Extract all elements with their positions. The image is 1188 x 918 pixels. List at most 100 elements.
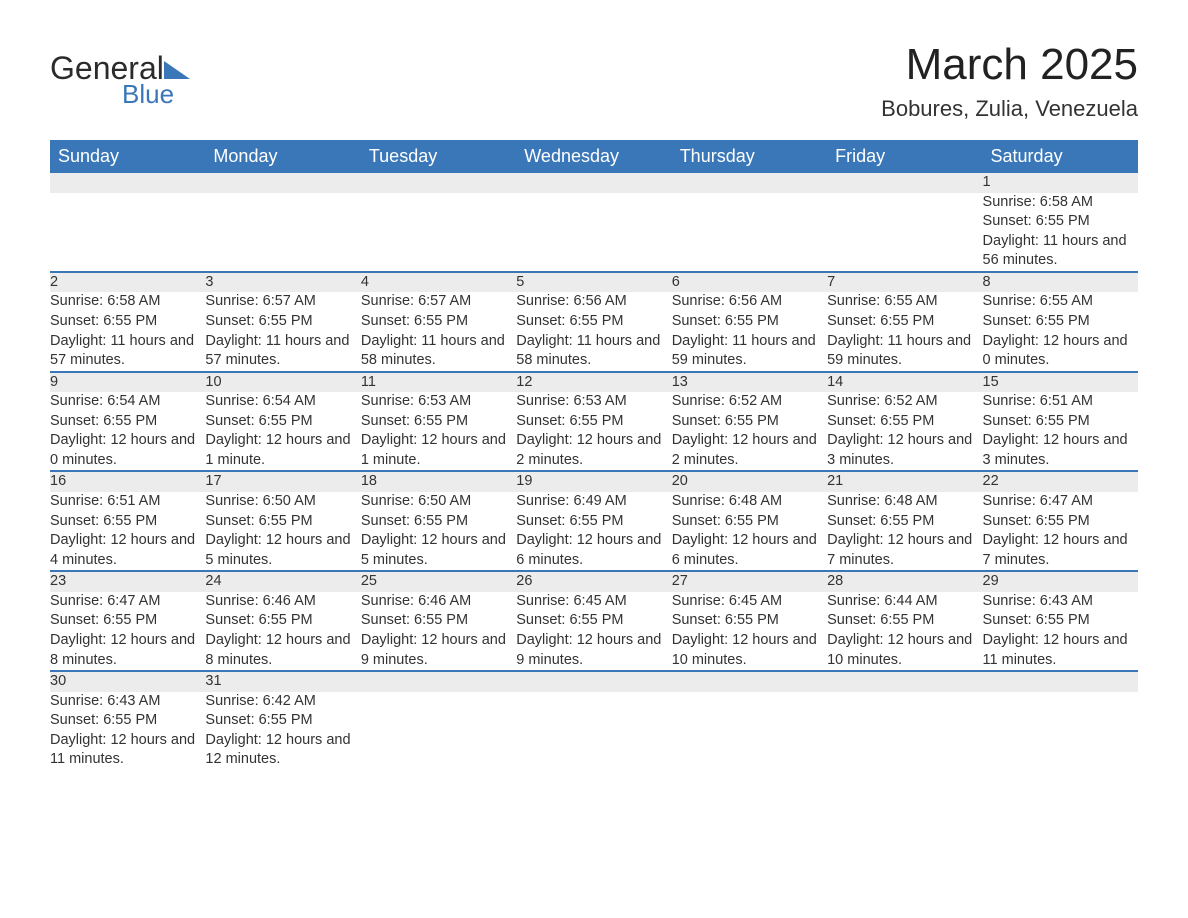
day-number [672,173,827,193]
day-cell-line: Sunrise: 6:45 AM [672,592,827,612]
calendar-table: Sunday Monday Tuesday Wednesday Thursday… [50,140,1138,770]
day-cell: Sunrise: 6:58 AMSunset: 6:55 PMDaylight:… [983,193,1138,272]
day-cell-line: Sunrise: 6:50 AM [205,492,360,512]
day-cell-line: Sunset: 6:55 PM [516,512,671,532]
day-cell-line: Daylight: 12 hours and 3 minutes. [983,431,1138,470]
day-cell-line: Sunrise: 6:52 AM [827,392,982,412]
day-cell-line: Daylight: 12 hours and 11 minutes. [50,731,205,770]
day-cell-line: Sunrise: 6:55 AM [983,292,1138,312]
logo-triangle-icon [164,61,190,79]
day-cell: Sunrise: 6:47 AMSunset: 6:55 PMDaylight:… [50,592,205,671]
day-cell-line: Sunrise: 6:55 AM [827,292,982,312]
day-cell-line: Daylight: 12 hours and 5 minutes. [205,531,360,570]
location-subtitle: Bobures, Zulia, Venezuela [881,96,1138,122]
day-number-row: 23242526272829 [50,571,1138,592]
day-cell-line: Daylight: 12 hours and 6 minutes. [516,531,671,570]
day-number [50,173,205,193]
day-cell-line: Sunrise: 6:58 AM [983,193,1138,213]
day-cell-line: Sunrise: 6:43 AM [50,692,205,712]
day-number-row: 2345678 [50,272,1138,293]
day-number: 6 [672,272,827,293]
day-cell-line: Sunrise: 6:47 AM [50,592,205,612]
day-cell-line: Daylight: 11 hours and 58 minutes. [516,332,671,371]
day-cell-line: Sunset: 6:55 PM [50,412,205,432]
day-cell-line: Sunrise: 6:57 AM [205,292,360,312]
day-content-row: Sunrise: 6:43 AMSunset: 6:55 PMDaylight:… [50,692,1138,770]
day-cell-line: Daylight: 12 hours and 2 minutes. [672,431,827,470]
day-cell: Sunrise: 6:42 AMSunset: 6:55 PMDaylight:… [205,692,360,770]
day-cell-line: Sunset: 6:55 PM [205,412,360,432]
day-cell-line: Daylight: 11 hours and 59 minutes. [827,332,982,371]
day-cell-line: Sunset: 6:55 PM [827,312,982,332]
day-cell-line: Sunset: 6:55 PM [361,611,516,631]
day-cell-line: Daylight: 12 hours and 9 minutes. [516,631,671,670]
day-number: 26 [516,571,671,592]
day-cell: Sunrise: 6:53 AMSunset: 6:55 PMDaylight:… [361,392,516,471]
day-cell-line: Sunset: 6:55 PM [983,611,1138,631]
day-cell-line: Sunrise: 6:58 AM [50,292,205,312]
day-number-row: 16171819202122 [50,471,1138,492]
day-number: 2 [50,272,205,293]
day-number [361,173,516,193]
weekday-header: Wednesday [516,140,671,173]
day-cell: Sunrise: 6:55 AMSunset: 6:55 PMDaylight:… [827,292,982,371]
day-cell [205,193,360,272]
day-number: 15 [983,372,1138,393]
day-cell-line: Daylight: 11 hours and 56 minutes. [983,232,1138,271]
day-cell: Sunrise: 6:50 AMSunset: 6:55 PMDaylight:… [361,492,516,571]
day-number: 29 [983,571,1138,592]
day-cell-line: Daylight: 11 hours and 58 minutes. [361,332,516,371]
day-cell-line: Sunset: 6:55 PM [672,512,827,532]
day-cell-line: Sunrise: 6:43 AM [983,592,1138,612]
day-cell-line: Daylight: 12 hours and 12 minutes. [205,731,360,770]
day-cell: Sunrise: 6:46 AMSunset: 6:55 PMDaylight:… [361,592,516,671]
day-cell: Sunrise: 6:44 AMSunset: 6:55 PMDaylight:… [827,592,982,671]
day-number: 11 [361,372,516,393]
brand-logo: General Blue [50,50,190,110]
day-cell-line: Sunrise: 6:48 AM [672,492,827,512]
day-cell-line: Sunset: 6:55 PM [205,711,360,731]
day-cell-line: Sunset: 6:55 PM [983,212,1138,232]
day-cell: Sunrise: 6:57 AMSunset: 6:55 PMDaylight:… [361,292,516,371]
day-number-row: 3031 [50,671,1138,692]
day-number [983,671,1138,692]
day-number: 1 [983,173,1138,193]
weekday-header: Monday [205,140,360,173]
day-cell-line: Sunset: 6:55 PM [50,711,205,731]
day-cell-line: Sunset: 6:55 PM [983,512,1138,532]
day-cell-line: Sunrise: 6:46 AM [205,592,360,612]
day-number: 3 [205,272,360,293]
day-cell-line: Sunset: 6:55 PM [50,611,205,631]
day-content-row: Sunrise: 6:47 AMSunset: 6:55 PMDaylight:… [50,592,1138,671]
day-cell-line: Sunrise: 6:54 AM [205,392,360,412]
day-cell: Sunrise: 6:49 AMSunset: 6:55 PMDaylight:… [516,492,671,571]
day-number: 27 [672,571,827,592]
day-cell [827,692,982,770]
weekday-header: Thursday [672,140,827,173]
day-cell: Sunrise: 6:53 AMSunset: 6:55 PMDaylight:… [516,392,671,471]
day-cell-line: Daylight: 12 hours and 9 minutes. [361,631,516,670]
day-cell-line: Sunrise: 6:57 AM [361,292,516,312]
day-number-row: 9101112131415 [50,372,1138,393]
day-cell-line: Daylight: 12 hours and 3 minutes. [827,431,982,470]
day-cell-line: Sunset: 6:55 PM [50,512,205,532]
day-cell-line: Sunset: 6:55 PM [983,412,1138,432]
day-cell-line: Sunset: 6:55 PM [672,611,827,631]
day-content-row: Sunrise: 6:58 AMSunset: 6:55 PMDaylight:… [50,193,1138,272]
day-cell-line: Sunset: 6:55 PM [827,512,982,532]
day-cell: Sunrise: 6:52 AMSunset: 6:55 PMDaylight:… [827,392,982,471]
day-number: 21 [827,471,982,492]
day-cell-line: Daylight: 12 hours and 8 minutes. [50,631,205,670]
day-cell [827,193,982,272]
day-cell-line: Sunrise: 6:46 AM [361,592,516,612]
day-cell-line: Sunset: 6:55 PM [516,312,671,332]
day-number [827,173,982,193]
day-cell: Sunrise: 6:55 AMSunset: 6:55 PMDaylight:… [983,292,1138,371]
day-cell: Sunrise: 6:54 AMSunset: 6:55 PMDaylight:… [50,392,205,471]
day-cell [516,193,671,272]
day-cell-line: Sunrise: 6:42 AM [205,692,360,712]
day-number: 17 [205,471,360,492]
logo-text-blue: Blue [122,79,174,110]
day-cell: Sunrise: 6:51 AMSunset: 6:55 PMDaylight:… [983,392,1138,471]
day-cell: Sunrise: 6:45 AMSunset: 6:55 PMDaylight:… [516,592,671,671]
